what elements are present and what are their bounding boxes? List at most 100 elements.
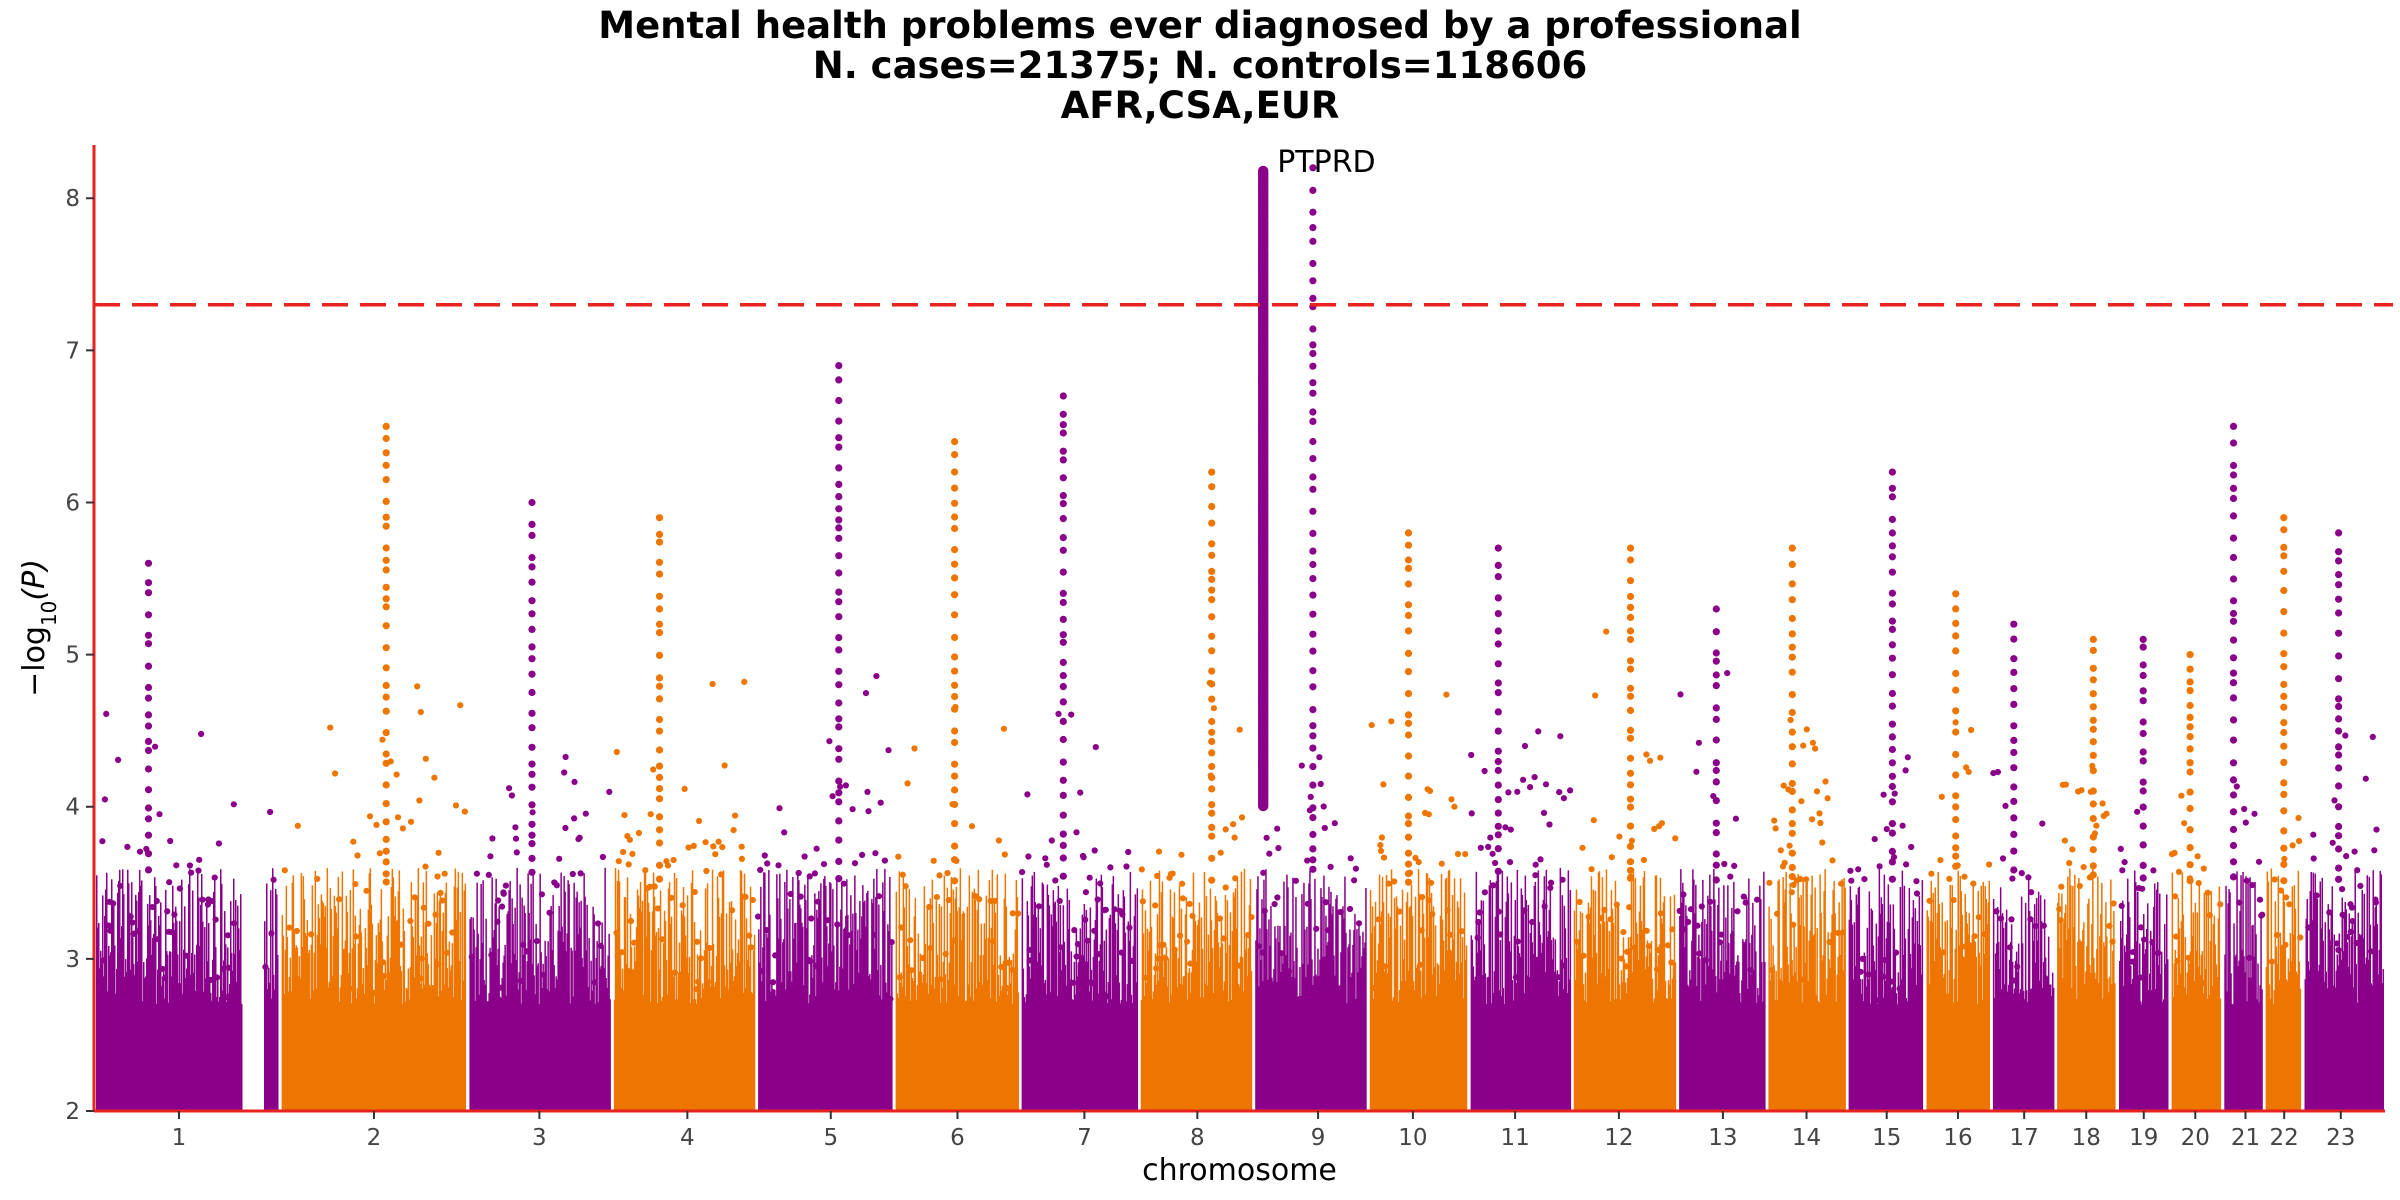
data-point [2140,1001,2142,1111]
data-point [1952,816,1960,824]
data-point [2077,941,2079,1111]
data-point [598,925,600,1111]
data-point [831,951,833,1111]
data-point [986,979,989,1111]
x-tick-label: 5 [823,1125,838,1151]
data-point [101,963,103,1111]
data-point [1309,325,1317,333]
chromosome-19-points [2117,635,2169,1111]
data-point [1210,920,1213,1111]
data-point [144,589,153,597]
data-point [1780,782,1787,789]
data-point [603,968,605,1111]
data-point [422,863,429,870]
data-point [1404,649,1413,658]
data-point [500,890,507,897]
data-point [1089,907,1092,1111]
data-point [1615,1001,1618,1111]
data-point [751,993,754,1111]
data-point [1278,942,1280,1111]
data-point [1044,979,1047,1111]
data-point [676,999,679,1111]
data-point [1876,863,1883,870]
data-point [2258,1002,2260,1111]
data-point [688,956,691,1111]
data-point [604,867,606,1111]
data-point [1808,940,1810,1111]
data-point [1816,928,1818,1111]
data-point [1759,885,1761,1111]
data-point [835,875,843,883]
data-point [1482,900,1485,1111]
data-point [142,1001,144,1111]
data-point [2010,830,2018,839]
data-point [602,945,604,1111]
data-point [2032,940,2035,1111]
data-point [1107,864,1114,871]
data-point [1024,791,1031,798]
data-point [2280,514,2288,522]
data-point [1975,956,1977,1111]
data-point [702,988,705,1111]
data-point [667,888,670,1111]
data-point [2286,981,2289,1111]
data-point [1091,847,1098,854]
data-point [1099,944,1102,1111]
data-point [2323,981,2325,1111]
data-point [485,871,492,879]
x-tick-label: 9 [1311,1125,1326,1151]
data-point [493,929,495,1111]
data-point [1453,878,1456,1111]
data-point [2229,808,2238,816]
data-point [1001,851,1008,858]
data-point [337,876,340,1111]
data-point [370,904,373,1111]
data-point [1888,759,1896,767]
data-point [129,919,136,926]
data-point [1551,959,1554,1111]
data-point [389,957,392,1111]
data-point [907,937,914,944]
data-point [1892,949,1900,956]
data-point [745,918,748,1111]
data-point [1534,881,1537,1111]
data-point [1231,834,1238,841]
data-point [1841,879,1843,1111]
data-point [1788,889,1795,896]
x-tick-label: 23 [2326,1125,2355,1151]
data-point [527,873,529,1111]
data-point [1162,955,1169,962]
data-point [1443,970,1446,1111]
data-point [554,988,556,1111]
chart-subtitle-2: AFR,CSA,EUR [1060,84,1340,127]
data-point [1208,586,1216,594]
data-point [1665,998,1668,1111]
data-point [982,954,985,1111]
data-point [2335,970,2337,1111]
data-point [429,987,432,1111]
data-point [768,870,770,1111]
data-point [1980,885,1982,1111]
data-point [1423,937,1426,1111]
data-point [814,893,816,1111]
data-point [2343,933,2350,940]
data-point [511,898,513,1111]
data-point [2056,906,2063,913]
data-point [2280,543,2288,552]
data-point [193,972,195,1111]
data-point [1092,744,1099,751]
data-point [2339,948,2341,1111]
data-point [2340,959,2342,1111]
data-point [374,960,377,1111]
data-point [1454,850,1462,858]
data-point [1527,904,1530,1111]
data-point [503,955,505,1111]
x-tick-label: 6 [950,1125,965,1151]
data-point [1711,930,1713,1111]
data-point [498,906,500,1111]
data-point [1184,914,1187,1111]
data-point [2280,552,2288,560]
data-point [933,988,936,1111]
data-point [270,876,277,883]
data-point [2379,870,2381,1111]
